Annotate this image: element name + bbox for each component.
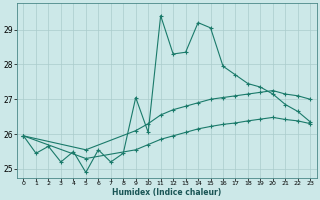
X-axis label: Humidex (Indice chaleur): Humidex (Indice chaleur)	[112, 188, 221, 197]
